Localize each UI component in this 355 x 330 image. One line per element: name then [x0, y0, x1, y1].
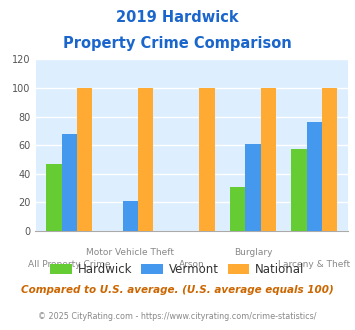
- Bar: [138, 88, 153, 231]
- Bar: [123, 201, 138, 231]
- Text: 2019 Hardwick: 2019 Hardwick: [116, 10, 239, 25]
- Bar: [291, 149, 307, 231]
- Text: Property Crime Comparison: Property Crime Comparison: [63, 36, 292, 51]
- Text: © 2025 CityRating.com - https://www.cityrating.com/crime-statistics/: © 2025 CityRating.com - https://www.city…: [38, 312, 317, 321]
- Bar: [230, 187, 245, 231]
- Bar: [322, 88, 337, 231]
- Bar: [261, 88, 276, 231]
- Text: Larceny & Theft: Larceny & Theft: [278, 260, 350, 269]
- Text: Burglary: Burglary: [234, 248, 272, 257]
- Text: All Property Crime: All Property Crime: [28, 260, 110, 269]
- Bar: [200, 88, 215, 231]
- Bar: [61, 134, 77, 231]
- Bar: [77, 88, 92, 231]
- Text: Arson: Arson: [179, 260, 204, 269]
- Bar: [245, 144, 261, 231]
- Text: Motor Vehicle Theft: Motor Vehicle Theft: [87, 248, 174, 257]
- Bar: [46, 164, 61, 231]
- Bar: [307, 122, 322, 231]
- Legend: Hardwick, Vermont, National: Hardwick, Vermont, National: [46, 258, 309, 281]
- Text: Compared to U.S. average. (U.S. average equals 100): Compared to U.S. average. (U.S. average …: [21, 285, 334, 295]
